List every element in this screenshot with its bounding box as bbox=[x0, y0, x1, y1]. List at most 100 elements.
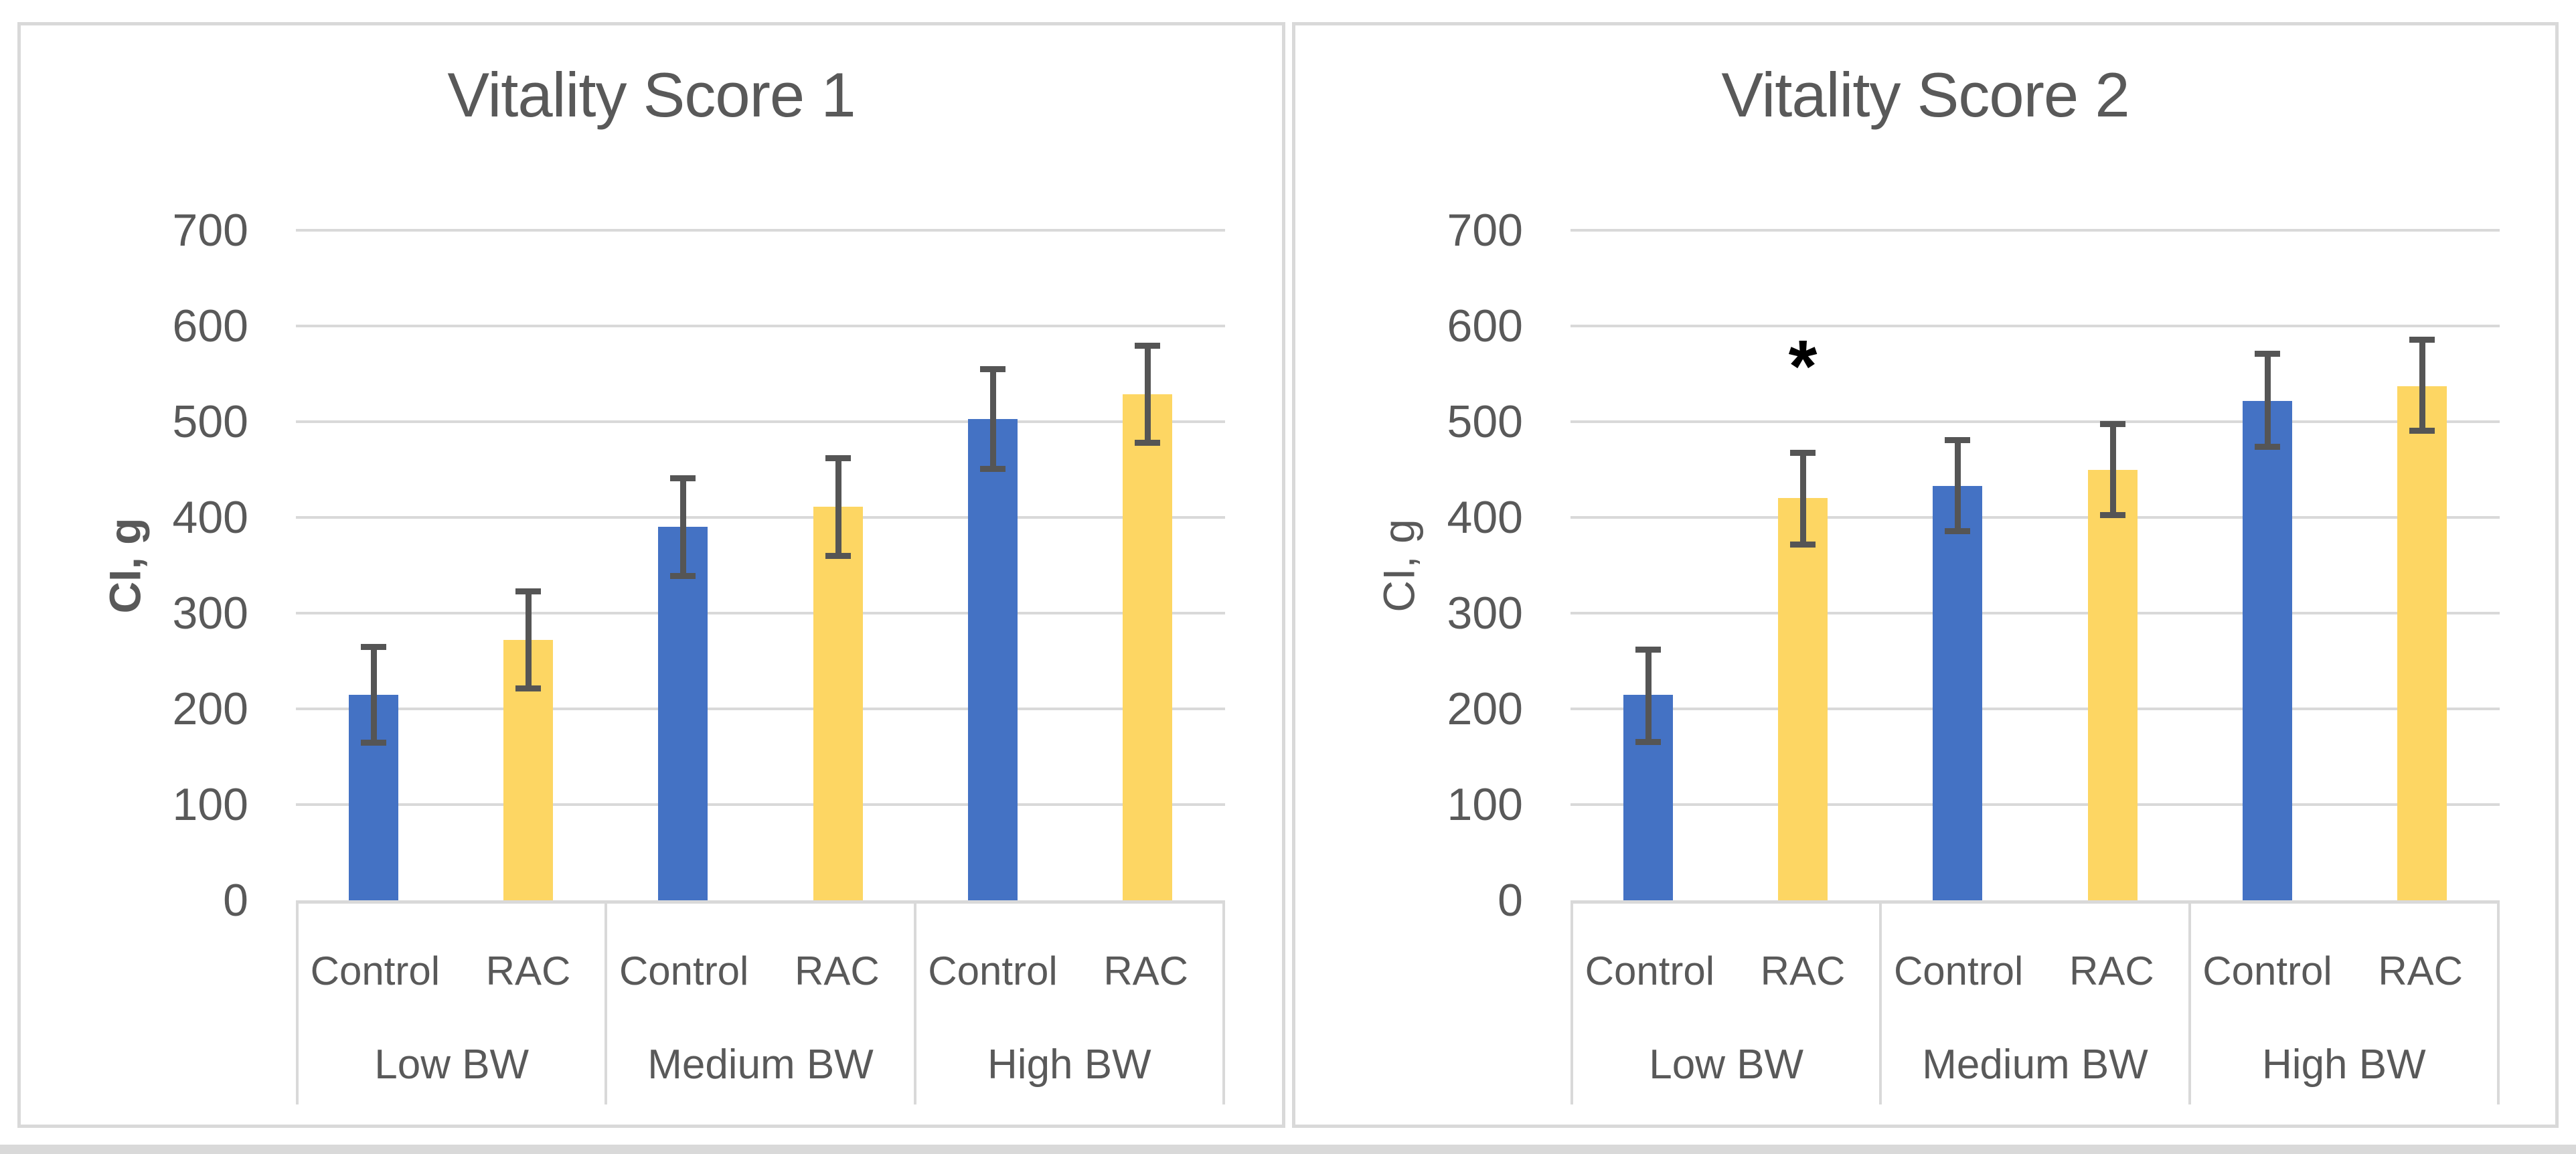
bar-rac-high-bw bbox=[1123, 394, 1173, 900]
y-tick-600: 600 bbox=[1447, 301, 1523, 351]
bar-control-medium-bw bbox=[1933, 485, 1983, 900]
series-label-rac: RAC bbox=[794, 948, 880, 993]
y-tick-200: 200 bbox=[172, 683, 248, 734]
error-cap-high-control-high-bw bbox=[2255, 351, 2280, 357]
error-cap-high-control-high-bw bbox=[980, 366, 1005, 373]
error-cap-low-control-low-bw bbox=[360, 740, 386, 746]
y-tick-600: 600 bbox=[172, 301, 248, 351]
gridline-600 bbox=[296, 325, 1225, 327]
category-group-high-bw: Control RAC High BW bbox=[913, 904, 1225, 1104]
error-bar-control-high-bw bbox=[990, 369, 996, 469]
series-label-control: Control bbox=[619, 948, 749, 993]
error-bar-rac-low-bw bbox=[526, 591, 532, 688]
y-tick-300: 300 bbox=[172, 588, 248, 639]
series-label-rac: RAC bbox=[485, 948, 571, 993]
error-cap-low-rac-medium-bw bbox=[2099, 511, 2125, 518]
y-tick-0: 0 bbox=[1498, 875, 1523, 926]
y-tick-500: 500 bbox=[172, 396, 248, 447]
y-tick-700: 700 bbox=[172, 205, 248, 256]
bar-rac-low-bw bbox=[1778, 498, 1828, 900]
series-label-row: Control RAC bbox=[2191, 904, 2497, 1038]
error-cap-low-control-low-bw bbox=[1635, 738, 1661, 745]
error-cap-high-rac-low-bw bbox=[515, 588, 541, 595]
gridline-200 bbox=[296, 708, 1225, 710]
error-cap-low-rac-low-bw bbox=[515, 685, 541, 691]
gridline-300 bbox=[1571, 612, 2500, 614]
error-cap-high-rac-low-bw bbox=[1790, 449, 1816, 456]
y-tick-500: 500 bbox=[1447, 396, 1523, 447]
error-bar-control-medium-bw bbox=[1955, 440, 1961, 531]
gridline-400 bbox=[296, 516, 1225, 519]
error-cap-high-control-medium-bw bbox=[1945, 437, 1971, 444]
error-bar-rac-medium-bw bbox=[2109, 423, 2116, 515]
bar-rac-medium-bw bbox=[2087, 469, 2138, 900]
group-label-low-bw: Low BW bbox=[1649, 1041, 1804, 1088]
y-tick-200: 200 bbox=[1447, 683, 1523, 734]
gridline-700 bbox=[296, 229, 1225, 232]
gridline-500 bbox=[296, 420, 1225, 423]
gridline-700 bbox=[1571, 229, 2500, 232]
y-tick-400: 400 bbox=[1447, 492, 1523, 543]
error-bar-rac-high-bw bbox=[2419, 339, 2426, 430]
series-label-rac: RAC bbox=[1760, 948, 1846, 993]
group-label-medium-bw: Medium BW bbox=[1922, 1041, 2148, 1088]
group-label-high-bw: High BW bbox=[2262, 1041, 2426, 1088]
chart-panel-vitality-score-1: Vitality Score 1 CI, g Control RAC Low BW C… bbox=[17, 22, 1285, 1128]
error-cap-high-control-low-bw bbox=[360, 644, 386, 651]
y-tick-0: 0 bbox=[223, 875, 248, 926]
chart-title: Vitality Score 1 bbox=[447, 60, 856, 130]
error-bar-rac-high-bw bbox=[1145, 345, 1151, 443]
series-label-rac: RAC bbox=[2069, 948, 2154, 993]
error-bar-rac-medium-bw bbox=[835, 458, 841, 556]
bar-rac-high-bw bbox=[2397, 386, 2447, 900]
error-cap-low-control-high-bw bbox=[980, 466, 1005, 473]
category-axis: Control RAC Low BW Control RAC Medium BW Contr… bbox=[296, 900, 1225, 1104]
gridline-500 bbox=[1571, 420, 2500, 423]
category-group-low-bw: Control RAC Low BW bbox=[1571, 904, 1879, 1104]
gridline-100 bbox=[1571, 803, 2500, 806]
chart-panel-vitality-score-2: Vitality Score 2 CI, g * Control RAC Low B… bbox=[1292, 22, 2559, 1128]
series-label-control: Control bbox=[928, 948, 1058, 993]
series-label-control: Control bbox=[310, 948, 440, 993]
category-group-medium-bw: Control RAC Medium BW bbox=[605, 904, 913, 1104]
series-label-rac: RAC bbox=[1103, 948, 1188, 993]
error-cap-high-rac-medium-bw bbox=[825, 455, 851, 462]
page-bottom-edge bbox=[0, 1145, 2576, 1154]
gridline-200 bbox=[1571, 708, 2500, 710]
bar-control-medium-bw bbox=[658, 527, 708, 900]
series-label-control: Control bbox=[1893, 948, 2024, 993]
chart-title: Vitality Score 2 bbox=[1721, 60, 2129, 130]
y-tick-400: 400 bbox=[172, 492, 248, 543]
gridline-600 bbox=[1571, 325, 2500, 327]
error-cap-low-rac-low-bw bbox=[1790, 542, 1816, 548]
series-label-control: Control bbox=[2202, 948, 2332, 993]
group-label-medium-bw: Medium BW bbox=[647, 1041, 874, 1088]
group-label-high-bw: High BW bbox=[987, 1041, 1151, 1088]
bar-control-high-bw bbox=[2243, 400, 2292, 900]
error-cap-low-control-high-bw bbox=[2255, 444, 2280, 450]
category-group-low-bw: Control RAC Low BW bbox=[296, 904, 605, 1104]
series-label-control: Control bbox=[1585, 948, 1715, 993]
plot-area bbox=[296, 229, 1225, 900]
error-cap-low-rac-high-bw bbox=[2409, 427, 2435, 434]
series-label-rac: RAC bbox=[2378, 948, 2463, 993]
series-label-row: Control RAC bbox=[299, 904, 605, 1038]
y-tick-300: 300 bbox=[1447, 588, 1523, 639]
error-bar-control-low-bw bbox=[1645, 649, 1652, 742]
y-tick-100: 100 bbox=[1447, 779, 1523, 830]
error-cap-high-rac-high-bw bbox=[1135, 342, 1161, 349]
bar-control-high-bw bbox=[968, 418, 1018, 900]
error-cap-high-rac-high-bw bbox=[2409, 337, 2435, 343]
series-label-row: Control RAC bbox=[1573, 904, 1879, 1038]
y-tick-700: 700 bbox=[1447, 205, 1523, 256]
gridline-100 bbox=[296, 803, 1225, 806]
bar-rac-medium-bw bbox=[813, 507, 863, 900]
error-cap-low-rac-medium-bw bbox=[825, 553, 851, 560]
error-cap-low-rac-high-bw bbox=[1135, 440, 1161, 446]
error-cap-high-rac-medium-bw bbox=[2099, 420, 2125, 427]
group-label-low-bw: Low BW bbox=[374, 1041, 530, 1088]
plot-area: * bbox=[1571, 229, 2500, 900]
error-cap-low-control-medium-bw bbox=[1945, 528, 1971, 535]
error-bar-rac-low-bw bbox=[1800, 452, 1806, 545]
